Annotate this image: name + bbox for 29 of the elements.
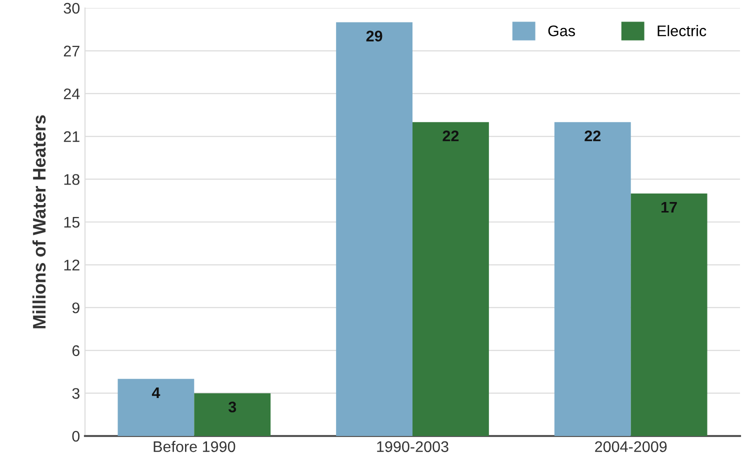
bar	[118, 378, 194, 436]
data-label: 4	[152, 387, 160, 398]
bar	[336, 22, 412, 436]
data-label: 22	[442, 130, 459, 142]
legend-label: Electric	[658, 25, 706, 36]
data-label: 22	[584, 130, 601, 142]
bar	[554, 122, 631, 436]
y-axis-title: Millions of Water Heaters	[32, 115, 46, 328]
data-label: 3	[228, 402, 236, 412]
bar	[412, 122, 489, 436]
data-label: 29	[366, 30, 382, 42]
x-tick-label: 1990-2003	[377, 441, 448, 452]
legend-label: Gas	[548, 25, 575, 36]
y-tick-label: 12	[64, 260, 80, 270]
data-label: 17	[662, 202, 677, 213]
y-tick-label: 21	[64, 131, 80, 142]
x-tick-label: Before 1990	[154, 440, 236, 452]
y-tick-label: 3	[72, 388, 80, 399]
y-tick-label: 9	[72, 302, 80, 314]
y-tick-label: 27	[64, 46, 80, 56]
y-tick-label: 30	[64, 2, 80, 14]
y-tick-label: 24	[64, 88, 80, 100]
x-tick-label: 2004-2009	[595, 441, 667, 452]
y-tick-label: 6	[72, 345, 80, 356]
y-tick-label: 15	[64, 217, 80, 228]
y-tick-label: 18	[64, 174, 80, 185]
y-tick-label: 0	[72, 430, 80, 442]
bar	[630, 193, 708, 436]
bar	[194, 393, 271, 436]
